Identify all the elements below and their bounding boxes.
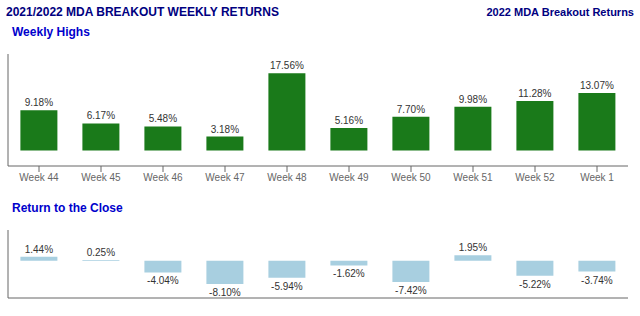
- svg-text:6.17%: 6.17%: [87, 110, 115, 121]
- svg-text:-8.10%: -8.10%: [209, 287, 241, 298]
- svg-text:11.28%: 11.28%: [518, 88, 551, 99]
- html-text:Return to the Close: Return to the Close: [12, 201, 123, 215]
- svg-text:-7.42%: -7.42%: [395, 285, 427, 296]
- svg-text:Week 44: Week 44: [19, 172, 59, 183]
- svg-text:3.18%: 3.18%: [211, 124, 239, 135]
- svg-text:17.56%: 17.56%: [270, 60, 304, 71]
- svg-text:-3.74%: -3.74%: [581, 275, 613, 286]
- svg-text:7.70%: 7.70%: [397, 104, 425, 115]
- svg-text:Week 51: Week 51: [453, 172, 493, 183]
- svg-text:Week 46: Week 46: [143, 172, 183, 183]
- svg-text:Week 47: Week 47: [205, 172, 245, 183]
- svg-text:1.95%: 1.95%: [459, 242, 487, 253]
- svg-text:Week 48: Week 48: [267, 172, 307, 183]
- svg-text:-5.94%: -5.94%: [271, 281, 303, 292]
- html-text:2022 MDA Breakout Returns: 2022 MDA Breakout Returns: [486, 6, 634, 18]
- svg-text:-1.62%: -1.62%: [333, 268, 365, 279]
- svg-text:1.44%: 1.44%: [25, 244, 53, 255]
- svg-text:5.48%: 5.48%: [149, 113, 177, 124]
- svg-text:Week 45: Week 45: [81, 172, 121, 183]
- svg-text:Week 49: Week 49: [329, 172, 369, 183]
- svg-text:5.16%: 5.16%: [335, 115, 363, 126]
- svg-text:9.98%: 9.98%: [459, 94, 487, 105]
- svg-text:Week 1: Week 1: [580, 172, 614, 183]
- svg-text:13.07%: 13.07%: [580, 80, 614, 91]
- svg-text:0.25%: 0.25%: [87, 247, 115, 258]
- svg-text:Week 52: Week 52: [515, 172, 555, 183]
- html-text:2021/2022 MDA BREAKOUT WEEKLY: 2021/2022 MDA BREAKOUT WEEKLY RETURNS: [6, 5, 279, 19]
- html-text:Weekly Highs: Weekly Highs: [12, 25, 90, 39]
- svg-text:-4.04%: -4.04%: [147, 275, 179, 286]
- svg-text:-5.22%: -5.22%: [519, 279, 551, 290]
- svg-text:Week 50: Week 50: [391, 172, 431, 183]
- svg-text:9.18%: 9.18%: [25, 97, 53, 108]
